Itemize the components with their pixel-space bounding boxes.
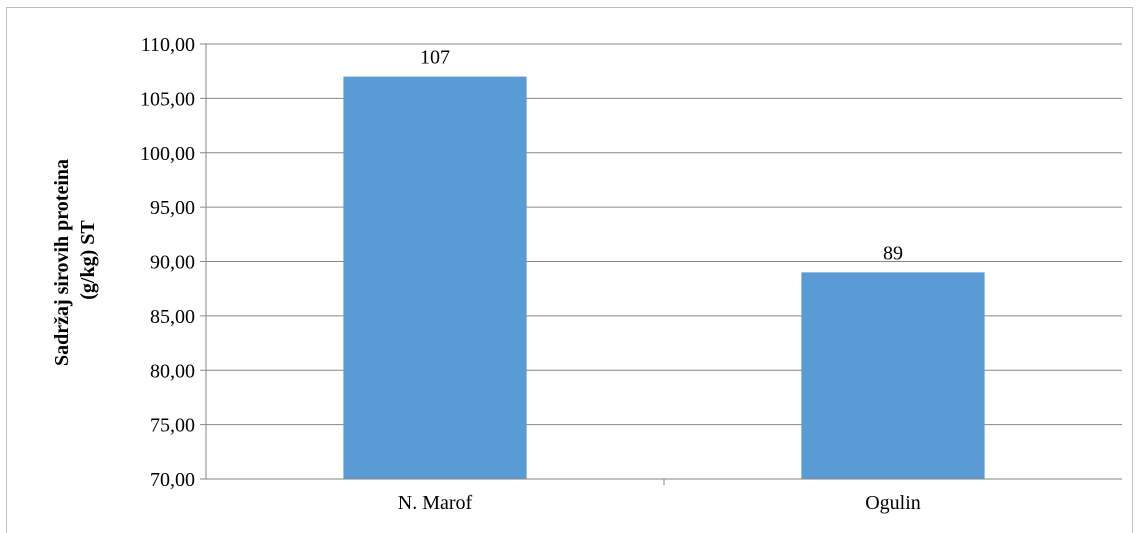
y-axis-title-line-2: (g/kg) ST — [77, 220, 99, 300]
y-tick-label: 100,00 — [140, 143, 195, 165]
y-tick-label: 110,00 — [141, 34, 195, 56]
bars — [343, 76, 985, 479]
axes — [200, 43, 1122, 485]
y-tick-label: 85,00 — [150, 306, 195, 328]
y-tick-label: 95,00 — [150, 197, 195, 219]
bar-ogulin — [801, 272, 985, 479]
chart-frame — [6, 7, 1133, 533]
y-axis-title: Sadržaj sirovih proteina (g/kg) ST — [51, 154, 99, 366]
y-tick-label: 70,00 — [150, 469, 195, 491]
bar-n-marof — [343, 76, 527, 479]
y-tick-label: 105,00 — [140, 88, 195, 110]
y-tick-label: 80,00 — [150, 360, 195, 382]
labels: 70,00 75,00 80,00 85,00 90,00 95,00 100,00 105,… — [140, 34, 921, 514]
y-tick-label: 90,00 — [150, 252, 195, 274]
data-label: 107 — [420, 47, 450, 69]
y-axis-title-line-1: Sadržaj sirovih proteina — [51, 159, 73, 366]
data-label: 89 — [883, 242, 903, 264]
x-category-label: N. Marof — [398, 492, 473, 514]
y-tick-label: 75,00 — [150, 415, 195, 437]
x-category-label: Ogulin — [865, 492, 921, 514]
